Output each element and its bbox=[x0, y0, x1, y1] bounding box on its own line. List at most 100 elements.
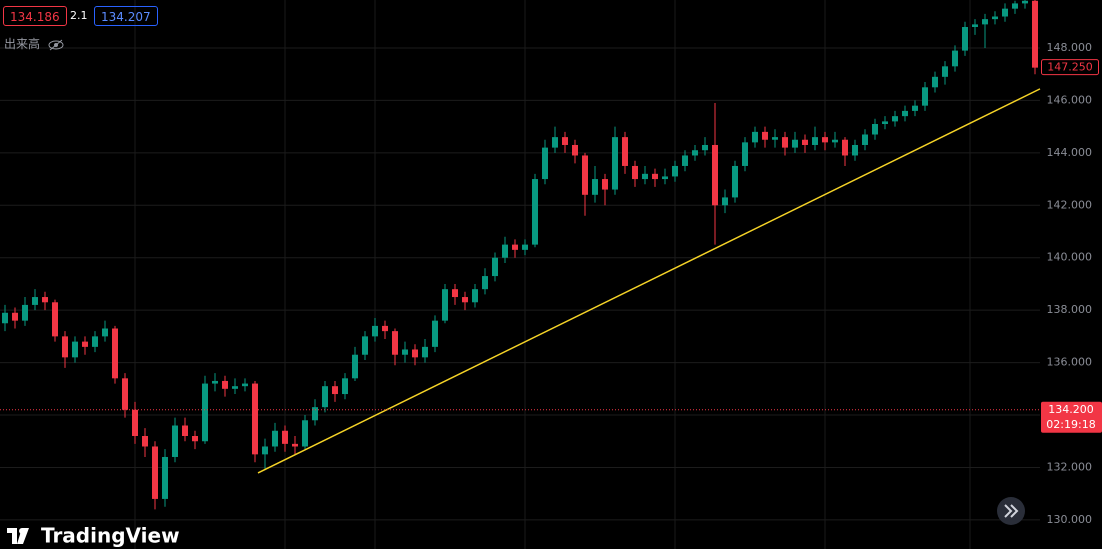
candle-body bbox=[862, 134, 868, 145]
candle-body bbox=[552, 137, 558, 148]
candle-body bbox=[942, 66, 948, 77]
y-tick-label: 132.000 bbox=[1047, 460, 1093, 473]
candle-body bbox=[92, 336, 98, 347]
overlay: 134.200 02:19:18 147.250 bbox=[0, 59, 1102, 474]
trend-line bbox=[257, 88, 1041, 474]
candle-body bbox=[682, 155, 688, 166]
candle-body bbox=[962, 27, 968, 51]
candle-body bbox=[542, 147, 548, 180]
candle-body bbox=[642, 173, 648, 180]
y-tick-label: 148.000 bbox=[1047, 41, 1093, 54]
candle-body bbox=[692, 150, 698, 156]
candle-body bbox=[312, 407, 318, 421]
candle-body bbox=[1032, 0, 1038, 68]
candle-body bbox=[72, 341, 78, 358]
candle-body bbox=[132, 409, 138, 437]
candle-body bbox=[412, 349, 418, 358]
candle-body bbox=[42, 297, 48, 303]
candle-body bbox=[922, 87, 928, 106]
y-tick-label: 136.000 bbox=[1047, 356, 1093, 369]
spread: 2.1 bbox=[70, 9, 88, 22]
candle-body bbox=[172, 425, 178, 457]
candle-body bbox=[362, 336, 368, 355]
candle-body bbox=[32, 297, 38, 305]
candle-body bbox=[212, 380, 218, 384]
candle-body bbox=[302, 420, 308, 447]
candle-body bbox=[162, 456, 168, 499]
candle-body bbox=[22, 304, 28, 321]
candle-body bbox=[842, 139, 848, 156]
candle-body bbox=[832, 139, 838, 143]
y-tick-label: 130.000 bbox=[1047, 513, 1093, 526]
candle-body bbox=[252, 383, 258, 455]
sell-price[interactable]: 134.186 bbox=[3, 6, 67, 26]
candles bbox=[2, 0, 1038, 510]
candle-body bbox=[972, 24, 978, 28]
y-tick-label: 140.000 bbox=[1047, 251, 1093, 264]
candle-body bbox=[722, 197, 728, 206]
candle-body bbox=[482, 276, 488, 290]
candle-body bbox=[242, 383, 248, 387]
candle-body bbox=[852, 144, 858, 156]
candle-body bbox=[432, 320, 438, 347]
candle-body bbox=[602, 179, 608, 190]
candle-body bbox=[52, 302, 58, 337]
logo: TradingView bbox=[7, 524, 180, 548]
candle-body bbox=[382, 325, 388, 332]
candle-body bbox=[112, 328, 118, 379]
candle-body bbox=[762, 131, 768, 140]
candle-body bbox=[582, 155, 588, 195]
candle-body bbox=[202, 383, 208, 442]
candle-body bbox=[1012, 3, 1018, 9]
price-label-box bbox=[1041, 401, 1102, 433]
logo-icon bbox=[7, 528, 29, 544]
candle-body bbox=[392, 331, 398, 355]
volume-label: 出来高 bbox=[4, 35, 64, 52]
candle-body bbox=[672, 165, 678, 177]
y-tick-label: 138.000 bbox=[1047, 303, 1093, 316]
candle-body bbox=[62, 336, 68, 358]
candle-body bbox=[282, 430, 288, 444]
scroll-button[interactable] bbox=[997, 497, 1025, 525]
candle-body bbox=[662, 176, 668, 180]
candle-body bbox=[262, 446, 268, 455]
y-tick-label: 144.000 bbox=[1047, 146, 1093, 159]
candle-body bbox=[502, 244, 508, 258]
watermark: TradingView bbox=[41, 524, 180, 548]
candle-body bbox=[882, 121, 888, 125]
candle-body bbox=[1022, 0, 1028, 4]
candle-body bbox=[152, 446, 158, 499]
candle-body bbox=[892, 116, 898, 122]
countdown: 02:19:18 bbox=[1046, 418, 1095, 431]
candle-body bbox=[782, 137, 788, 148]
time-grid bbox=[134, 0, 971, 549]
candle-body bbox=[702, 144, 708, 151]
candle-body bbox=[562, 137, 568, 145]
y-tick-label: 142.000 bbox=[1047, 198, 1093, 211]
candle-body bbox=[872, 124, 878, 135]
candle-body bbox=[402, 349, 408, 355]
candle-body bbox=[352, 354, 358, 379]
y-tick-label: 146.000 bbox=[1047, 93, 1093, 106]
candle-body bbox=[742, 142, 748, 166]
candle-body bbox=[102, 328, 108, 337]
candle-body bbox=[532, 179, 538, 245]
candle-body bbox=[332, 386, 338, 395]
candle-body bbox=[812, 137, 818, 145]
hide-icon[interactable] bbox=[48, 39, 64, 51]
candle-body bbox=[802, 139, 808, 145]
candle-body bbox=[652, 173, 658, 180]
scroll-icon[interactable] bbox=[1004, 504, 1019, 518]
candle-body bbox=[622, 137, 628, 166]
volume-text: 出来高 bbox=[4, 37, 41, 51]
candle-body bbox=[982, 19, 988, 25]
candle-body bbox=[592, 179, 598, 195]
grid: 130.000132.000134.000136.000138.000140.0… bbox=[0, 41, 1092, 526]
candle-body bbox=[712, 144, 718, 206]
buy-price[interactable]: 134.207 bbox=[94, 6, 158, 26]
candle-body bbox=[522, 244, 528, 250]
candle-body bbox=[452, 289, 458, 298]
candle-body bbox=[472, 289, 478, 303]
candle-body bbox=[732, 165, 738, 198]
